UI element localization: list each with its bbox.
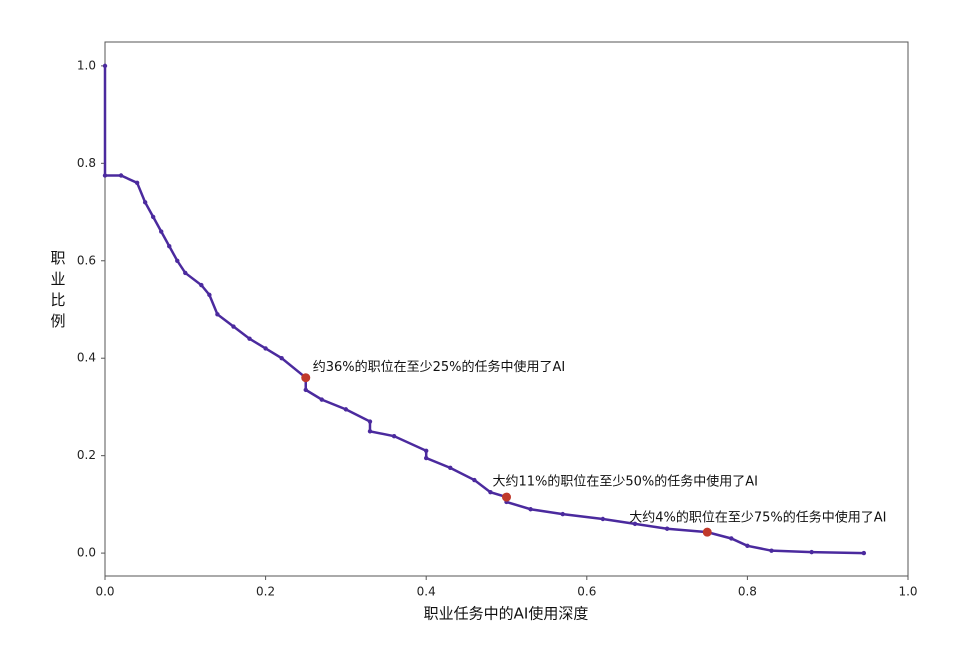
series-point [183, 270, 188, 276]
annotation-point [702, 527, 712, 537]
x-axis-label: 职业任务中的AI使用深度 [424, 605, 589, 623]
series-point [343, 407, 349, 412]
series-point [215, 312, 220, 317]
series-point [391, 433, 397, 439]
x-tick-label: 1.0 [898, 585, 917, 599]
series-point [199, 282, 204, 288]
annotation-point [301, 373, 311, 383]
series-point [207, 292, 212, 298]
series-point [102, 173, 108, 178]
annotation-point [502, 492, 511, 502]
y-tick-label: 0.6 [77, 253, 96, 267]
series-point [263, 346, 268, 351]
series-point [488, 489, 493, 495]
series-point [279, 356, 284, 361]
annotation-text: 约36%的职位在至少25%的任务中使用了AI [313, 359, 566, 375]
y-tick-label: 0.2 [77, 448, 96, 462]
series-point [167, 243, 172, 249]
annotation-text: 大约11%的职位在至少50%的任务中使用了AI [493, 474, 759, 490]
series-point [142, 200, 148, 205]
series-point [367, 419, 373, 424]
series-point [664, 526, 670, 531]
series-line [103, 65, 864, 555]
series-point [632, 521, 638, 527]
series-point [247, 336, 252, 341]
series-point [729, 536, 734, 541]
series-point [150, 214, 156, 220]
series-point [118, 173, 124, 178]
series-point [424, 448, 429, 453]
series-point [231, 324, 236, 329]
series-point [600, 516, 606, 522]
series-point [319, 397, 325, 402]
series-point [769, 548, 774, 553]
y-tick-label: 1.0 [77, 58, 96, 72]
y-tick-label: 0.8 [77, 156, 96, 170]
series-point [134, 180, 140, 186]
y-axis-label: 职业比例 [49, 250, 67, 334]
series-point [102, 63, 108, 69]
series-point [303, 387, 308, 393]
plot-frame [104, 41, 909, 577]
series-point [175, 258, 180, 263]
series-point [367, 429, 373, 434]
series-point [528, 507, 533, 512]
series-point [472, 477, 477, 483]
series-point [448, 465, 453, 471]
x-tick-label: 0.6 [577, 585, 596, 599]
series-point [560, 511, 565, 517]
x-tick-label: 0.2 [256, 585, 275, 599]
series-point [159, 229, 164, 234]
annotation-text: 大约4%的职位在至少75%的任务中使用了AI [629, 510, 886, 526]
series-point [424, 455, 429, 461]
y-tick-label: 0.0 [77, 546, 96, 560]
y-tick-label: 0.4 [77, 351, 96, 365]
series-point [861, 550, 867, 556]
x-tick-label: 0.8 [738, 585, 757, 599]
series-point [809, 549, 814, 555]
x-tick-label: 0.0 [95, 585, 114, 599]
x-tick-label: 0.4 [417, 585, 436, 599]
series-point [745, 543, 750, 548]
